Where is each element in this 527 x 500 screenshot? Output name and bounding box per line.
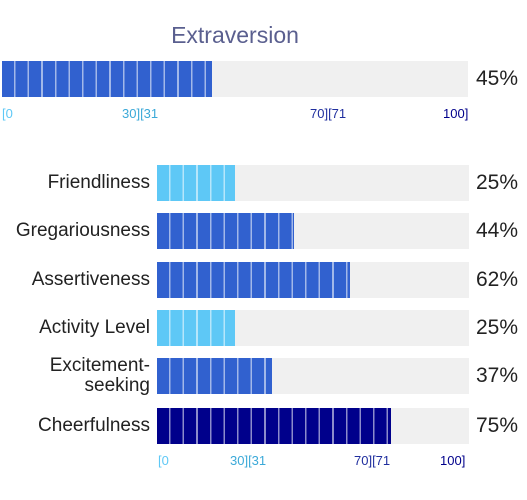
facet-bar-fill: [157, 165, 235, 201]
facet-tick-71: 70][71: [354, 453, 391, 468]
facet-bar-fill: [157, 358, 273, 394]
facet-bar-track: [157, 358, 469, 394]
overall-tick-0: [0: [2, 106, 13, 121]
overall-value-label: 45%: [476, 67, 519, 90]
facet-tick-31: 30][31: [230, 453, 267, 468]
facet-label: Friendliness: [47, 172, 150, 193]
facet-bar-fill: [157, 213, 295, 249]
facet-label: Gregariousness: [15, 220, 150, 241]
facet-label: Activity Level: [39, 317, 150, 338]
facet-bar-fill: [157, 310, 235, 346]
overall-bar-track: [2, 61, 468, 97]
facet-bar-track: [157, 165, 469, 201]
facet-value-label: 62%: [476, 268, 519, 291]
overall-tick-100: 100]: [443, 106, 469, 121]
overall-tick-31: 30][31: [122, 106, 159, 121]
overall-tick-71: 70][71: [310, 106, 347, 121]
facet-tick-100: 100]: [440, 453, 466, 468]
facet-label: Cheerfulness: [38, 415, 150, 436]
facet-bar-track: [157, 213, 469, 249]
facet-label: Assertiveness: [31, 269, 150, 290]
facet-bar-fill: [157, 262, 351, 298]
overall-bar-fill: [2, 61, 212, 97]
facet-value-label: 25%: [476, 171, 519, 194]
facet-bar-track: [157, 310, 469, 346]
facet-bar-fill: [157, 408, 391, 444]
facet-value-label: 75%: [476, 414, 519, 437]
facet-bar-track: [157, 262, 469, 298]
facet-tick-0: [0: [158, 453, 169, 468]
facet-label: Excitement-seeking: [49, 355, 150, 396]
facet-value-label: 37%: [476, 364, 519, 387]
facet-value-label: 25%: [476, 316, 519, 339]
chart-title: Extraversion: [171, 22, 299, 48]
facet-bar-track: [157, 408, 469, 444]
facet-value-label: 44%: [476, 219, 519, 242]
